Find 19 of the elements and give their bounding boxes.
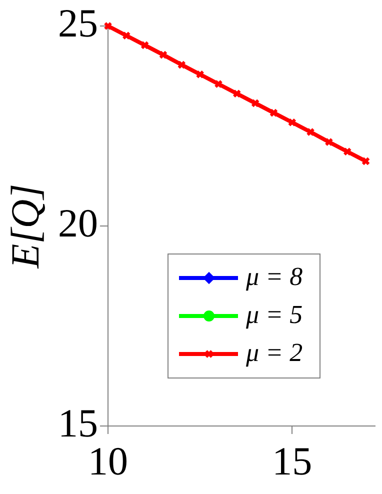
point — [177, 60, 186, 70]
point — [158, 50, 168, 60]
y-axis-title: E[Q] — [2, 184, 48, 270]
point — [343, 147, 352, 156]
y-tick-label: 25 — [58, 0, 98, 46]
point — [324, 138, 334, 146]
point — [269, 108, 278, 118]
point — [288, 118, 296, 127]
point — [214, 80, 223, 88]
point — [196, 70, 204, 79]
point — [140, 40, 150, 50]
legend-label: μ = 2 — [245, 338, 303, 367]
y-tick-label: 20 — [58, 200, 98, 246]
point — [306, 128, 315, 136]
legend-label: μ = 5 — [245, 300, 303, 329]
point — [232, 89, 242, 98]
legend-label: μ = 8 — [245, 262, 303, 291]
point — [250, 98, 260, 108]
point — [122, 31, 131, 40]
